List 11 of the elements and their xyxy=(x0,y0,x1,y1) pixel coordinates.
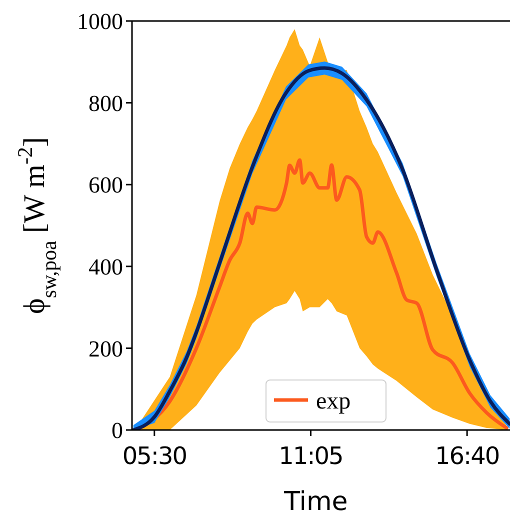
y-tick-label: 0 xyxy=(112,418,123,444)
y-tick-label: 600 xyxy=(88,172,123,198)
y-tick-label: 200 xyxy=(88,336,123,362)
legend-label: exp xyxy=(316,388,351,414)
y-tick-label: 800 xyxy=(88,90,123,116)
y-tick-label: 1000 xyxy=(77,9,123,34)
x-tick-label: 11:05 xyxy=(278,442,343,470)
y-tick-label: 400 xyxy=(88,254,123,280)
x-tick-label: 16:40 xyxy=(434,442,500,470)
x-tick-label: 05:30 xyxy=(122,442,186,470)
x-axis-title: Time xyxy=(283,487,348,517)
